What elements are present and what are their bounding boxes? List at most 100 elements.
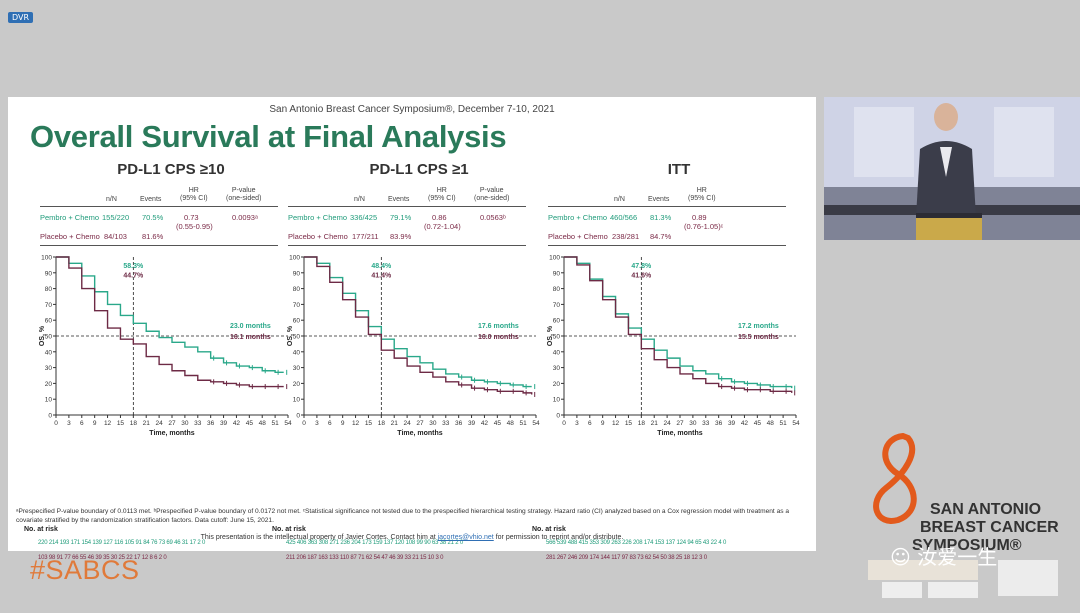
x-tick-label: 9 (93, 420, 97, 427)
y-tick-label: 80 (293, 286, 301, 293)
panel-title: PD-L1 CPS ≥1 (369, 161, 469, 178)
x-tick-label: 24 (403, 420, 411, 427)
events-value: 81.6% (142, 232, 164, 241)
x-tick-label: 6 (328, 420, 332, 427)
y-tick-label: 20 (45, 381, 53, 388)
y-tick-label: 0 (296, 413, 300, 420)
x-tick-label: 45 (246, 420, 254, 427)
events-value: 84.7% (650, 232, 672, 241)
x-tick-label: 48 (259, 420, 267, 427)
events-value: 70.5% (142, 213, 164, 222)
x-tick-label: 24 (155, 420, 163, 427)
at-risk-pembro: 220 214 193 171 154 139 127 116 105 91 8… (38, 540, 206, 546)
at-risk-pembro: 425 406 363 308 271 236 204 173 159 137 … (286, 540, 463, 546)
x-tick-label: 18 (638, 420, 646, 427)
x-tick-label: 45 (754, 420, 762, 427)
y-tick-label: 20 (293, 381, 301, 388)
table-rule (548, 245, 786, 246)
km-curve-pembro (56, 256, 284, 374)
col-header-hr: HR (95% CI) (688, 187, 716, 202)
col-header-hr: HR (95% CI) (428, 187, 456, 202)
x-tick-label: 42 (741, 420, 749, 427)
km-curve-placebo (304, 256, 533, 395)
wechat-watermark: ☺ 汝爱一生 (890, 541, 997, 570)
at-risk-placebo: 281 267 246 209 174 144 117 97 83 73 62 … (546, 555, 707, 561)
p-value: 0.0563ᵇ (480, 213, 506, 222)
y-tick-label: 30 (293, 365, 301, 372)
x-tick-label: 42 (233, 420, 241, 427)
x-tick-label: 39 (220, 420, 228, 427)
y-tick-label: 60 (293, 318, 301, 325)
x-tick-label: 48 (507, 420, 515, 427)
x-tick-label: 18 (130, 420, 138, 427)
hr-value: 0.86 (432, 213, 447, 222)
median-pembro-label: 23.0 months (230, 323, 271, 330)
table-rule (40, 245, 278, 246)
x-tick-label: 6 (80, 420, 84, 427)
table-rule (288, 206, 526, 207)
events-value: 79.1% (390, 213, 412, 222)
arm-label: Placebo + Chemo (548, 232, 608, 241)
col-header-nn: n/N (106, 196, 117, 203)
x-tick-label: 3 (575, 420, 579, 427)
x-tick-label: 54 (532, 420, 540, 427)
y-tick-label: 100 (289, 255, 300, 262)
sabcs-logo: SAN ANTONIO BREAST CANCER SYMPOSIUM® (858, 432, 1080, 608)
y-tick-label: 90 (45, 270, 53, 277)
at-risk-label: No. at risk (24, 526, 58, 533)
col-header-events: Events (140, 196, 162, 203)
hr-value: 0.73 (184, 213, 199, 222)
col-header-pvalue: P-value (one-sided) (226, 187, 262, 202)
y-axis-label: OS, % (547, 325, 554, 346)
panel-title: ITT (667, 161, 691, 178)
x-tick-label: 30 (181, 420, 189, 427)
conference-line: San Antonio Breast Cancer Symposium®, De… (269, 104, 555, 115)
col-header-nn: n/N (614, 196, 625, 203)
y-axis-label: OS, % (287, 325, 294, 346)
y-tick-label: 50 (553, 334, 561, 341)
pct-pembro-label: 48.4% (371, 263, 392, 270)
hashtag: #SABCS (30, 555, 140, 585)
y-tick-label: 20 (553, 381, 561, 388)
km-curve-placebo (56, 256, 284, 388)
y-tick-label: 50 (293, 334, 301, 341)
x-tick-label: 45 (494, 420, 502, 427)
y-tick-label: 0 (556, 413, 560, 420)
x-tick-label: 39 (728, 420, 736, 427)
pct-pembro-label: 58.3% (123, 263, 144, 270)
ip-text: This presentation is the intellectual pr… (200, 534, 436, 541)
x-tick-label: 36 (455, 420, 463, 427)
survival-panel: PD-L1 CPS ≥1 n/N Events HR (95% CI) P-va… (272, 161, 550, 561)
x-tick-label: 3 (67, 420, 71, 427)
nn-value: 460/566 (610, 213, 638, 222)
y-tick-label: 100 (549, 255, 560, 262)
at-risk-pembro: 566 539 488 415 353 309 263 226 208 174 … (546, 540, 727, 546)
logo-line-3: SYMPOSIUM® (912, 537, 1022, 554)
sabcs-logo-graphic: SAN ANTONIO BREAST CANCER SYMPOSIUM® (868, 432, 1059, 598)
x-tick-label: 33 (194, 420, 202, 427)
x-tick-label: 54 (792, 420, 800, 427)
x-tick-label: 54 (284, 420, 292, 427)
ip-email-link[interactable]: jacortes@vhio.net (437, 534, 494, 541)
x-tick-label: 36 (207, 420, 215, 427)
col-header-nn: n/N (354, 196, 365, 203)
x-tick-label: 6 (588, 420, 592, 427)
y-tick-label: 60 (553, 318, 561, 325)
speaker-scene (824, 97, 1080, 240)
col-header-hr: HR (95% CI) (180, 187, 208, 202)
median-placebo-label: 16.1 months (230, 334, 271, 341)
x-tick-label: 33 (702, 420, 710, 427)
median-pembro-label: 17.6 months (478, 323, 519, 330)
x-tick-label: 12 (104, 420, 112, 427)
panel-title: PD-L1 CPS ≥10 (117, 161, 225, 178)
x-tick-label: 39 (468, 420, 476, 427)
wechat-icon: ☺ (890, 545, 911, 569)
y-tick-label: 40 (293, 349, 301, 356)
x-axis-label: Time, months (397, 430, 442, 437)
x-tick-label: 33 (442, 420, 450, 427)
logo-line-2: BREAST CANCER (920, 519, 1059, 536)
y-tick-label: 50 (45, 334, 53, 341)
